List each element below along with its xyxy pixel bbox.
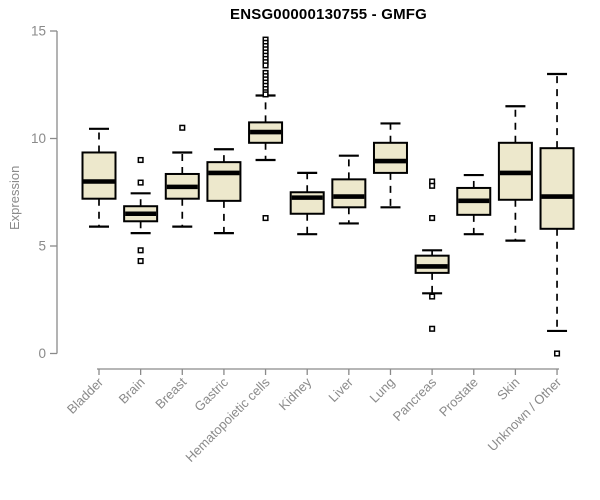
box-unknown-other (539, 72, 575, 357)
box-iqr (372, 141, 408, 174)
x-tick-label: Lung (367, 375, 398, 406)
box-prostate (456, 173, 492, 236)
box-skin (497, 105, 533, 242)
outlier-point (429, 182, 436, 189)
y-tick-label: 15 (31, 24, 46, 39)
outlier-point (137, 258, 144, 265)
box-brain (123, 156, 159, 265)
outlier-point (137, 247, 144, 254)
outlier-point (429, 325, 436, 332)
x-tick-label: Gastric (191, 374, 231, 414)
box-bladder (81, 127, 117, 228)
outlier-point (429, 215, 436, 222)
box-iqr (206, 161, 242, 202)
box-liver (331, 154, 367, 225)
box-iqr (539, 147, 575, 230)
x-tick-label: Breast (152, 374, 189, 411)
outlier-point (179, 124, 186, 131)
outlier-point (262, 62, 269, 69)
y-tick-label: 0 (38, 346, 46, 361)
x-tick-label: Skin (494, 375, 522, 403)
box-breast (164, 124, 200, 228)
box-hematopoietic-cells (248, 36, 284, 222)
outlier-point (429, 293, 436, 300)
box-iqr (331, 178, 367, 209)
y-tick-label: 10 (31, 131, 46, 146)
chart-title: ENSG00000130755 - GMFG (230, 6, 427, 23)
y-tick-label: 5 (38, 239, 46, 254)
x-tick-label: Kidney (276, 374, 315, 413)
x-tick-label: Bladder (64, 374, 107, 417)
y-axis-label: Expression (7, 165, 22, 230)
outlier-point (262, 215, 269, 222)
box-kidney (289, 171, 325, 236)
box-lung (372, 122, 408, 209)
box-pancreas (414, 178, 450, 332)
x-tick-label: Brain (116, 375, 148, 407)
outlier-point (262, 91, 269, 98)
outlier-point (553, 350, 561, 357)
x-tick-label: Unknown / Other (485, 374, 565, 454)
box-gastric (206, 148, 242, 235)
box-iqr (81, 151, 117, 200)
outlier-point (137, 179, 144, 186)
outlier-point (137, 156, 144, 164)
x-tick-label: Prostate (436, 375, 481, 420)
x-tick-label: Pancreas (390, 374, 440, 424)
x-tick-label: Liver (325, 374, 356, 405)
